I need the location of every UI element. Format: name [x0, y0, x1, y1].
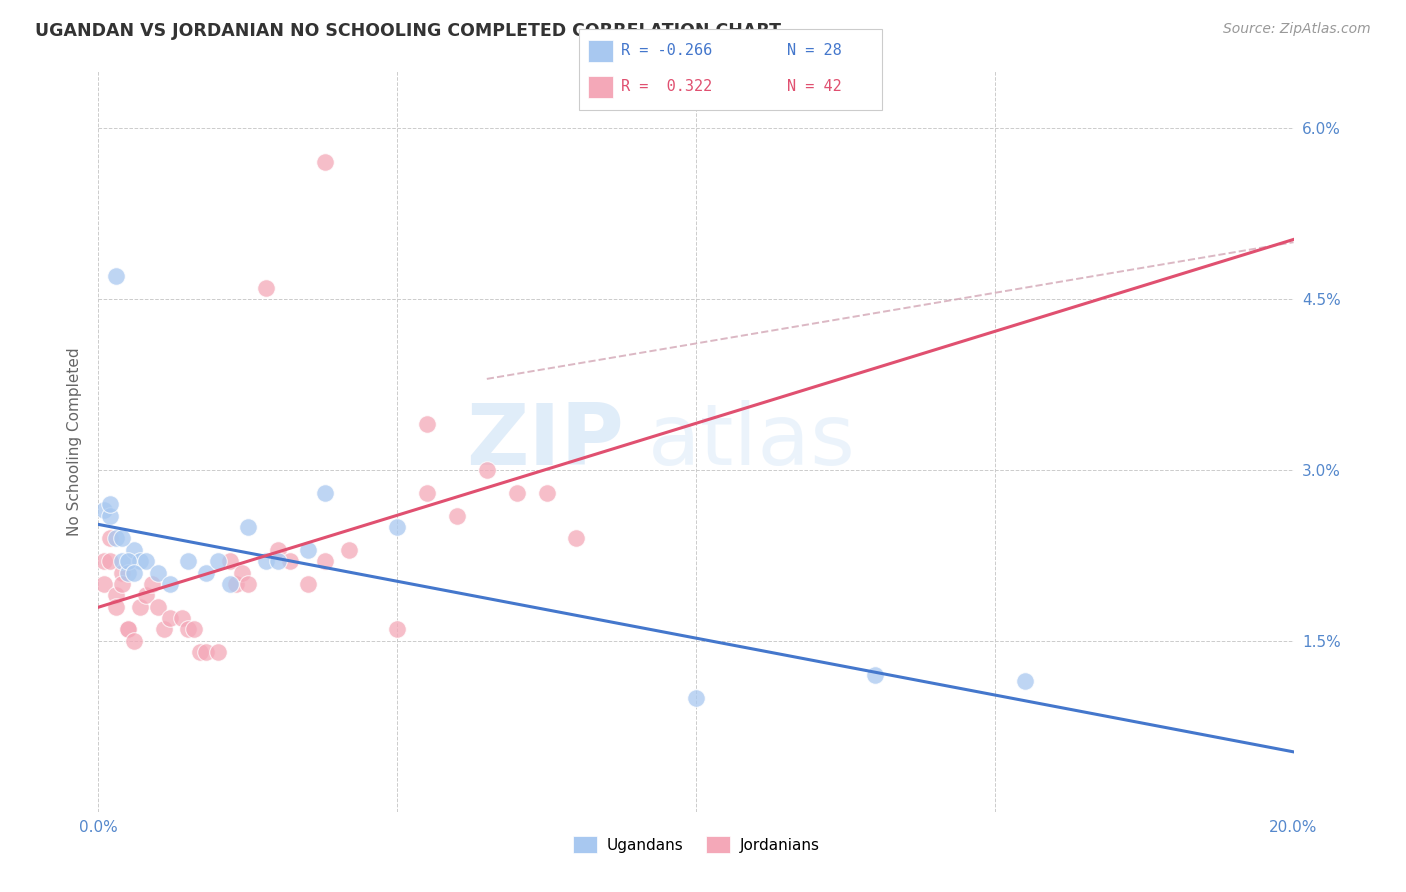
Point [98, 554, 122, 568]
Point [117, 554, 139, 568]
Point [135, 554, 157, 568]
Legend: Ugandans, Jordanians: Ugandans, Jordanians [567, 830, 825, 860]
Point [111, 577, 134, 591]
Point [207, 554, 229, 568]
Point [416, 485, 439, 500]
Point [278, 554, 301, 568]
Point [385, 623, 409, 637]
Point [416, 417, 439, 432]
Point [339, 542, 361, 557]
Point [105, 588, 128, 602]
Point [236, 520, 259, 534]
Text: Source: ZipAtlas.com: Source: ZipAtlas.com [1223, 22, 1371, 37]
Point [267, 542, 290, 557]
Point [98, 508, 122, 523]
Y-axis label: No Schooling Completed: No Schooling Completed [67, 347, 83, 536]
Point [93, 577, 115, 591]
Point [565, 532, 588, 546]
Point [446, 508, 468, 523]
Point [111, 532, 134, 546]
Text: ZIP: ZIP [467, 400, 624, 483]
Point [195, 566, 218, 580]
Point [135, 588, 157, 602]
Point [297, 542, 319, 557]
Point [315, 485, 337, 500]
Text: N = 42: N = 42 [787, 79, 842, 94]
Point [105, 599, 128, 614]
Point [141, 577, 163, 591]
Text: UGANDAN VS JORDANIAN NO SCHOOLING COMPLETED CORRELATION CHART: UGANDAN VS JORDANIAN NO SCHOOLING COMPLE… [35, 22, 782, 40]
Point [124, 542, 146, 557]
Point [315, 554, 337, 568]
Point [475, 463, 498, 477]
Text: atlas: atlas [648, 400, 856, 483]
Point [254, 281, 277, 295]
Point [267, 554, 290, 568]
Point [177, 623, 200, 637]
Point [315, 155, 337, 169]
Point [225, 577, 247, 591]
Point [129, 599, 152, 614]
Point [111, 566, 134, 580]
Point [111, 554, 134, 568]
Point [207, 645, 229, 659]
Point [98, 497, 122, 511]
Point [536, 485, 558, 500]
Point [183, 623, 205, 637]
Point [219, 554, 242, 568]
Point [129, 554, 152, 568]
Point [188, 645, 211, 659]
Point [385, 520, 409, 534]
Point [506, 485, 529, 500]
Point [124, 633, 146, 648]
Point [195, 645, 218, 659]
Point [153, 623, 176, 637]
Point [172, 611, 194, 625]
Text: R =  0.322: R = 0.322 [621, 79, 713, 94]
Point [124, 566, 146, 580]
Point [219, 577, 242, 591]
Point [297, 577, 319, 591]
Point [159, 577, 181, 591]
Point [148, 599, 170, 614]
Point [117, 623, 139, 637]
Point [93, 554, 115, 568]
Point [865, 668, 887, 682]
Point [105, 532, 128, 546]
Text: R = -0.266: R = -0.266 [621, 44, 713, 58]
Point [236, 577, 259, 591]
Point [117, 566, 139, 580]
Point [254, 554, 277, 568]
Point [105, 269, 128, 284]
Point [685, 690, 707, 705]
Point [159, 611, 181, 625]
Point [117, 623, 139, 637]
Point [177, 554, 200, 568]
Text: N = 28: N = 28 [787, 44, 842, 58]
Point [148, 566, 170, 580]
Point [231, 566, 253, 580]
Point [98, 532, 122, 546]
Point [93, 503, 115, 517]
Point [1014, 673, 1036, 688]
